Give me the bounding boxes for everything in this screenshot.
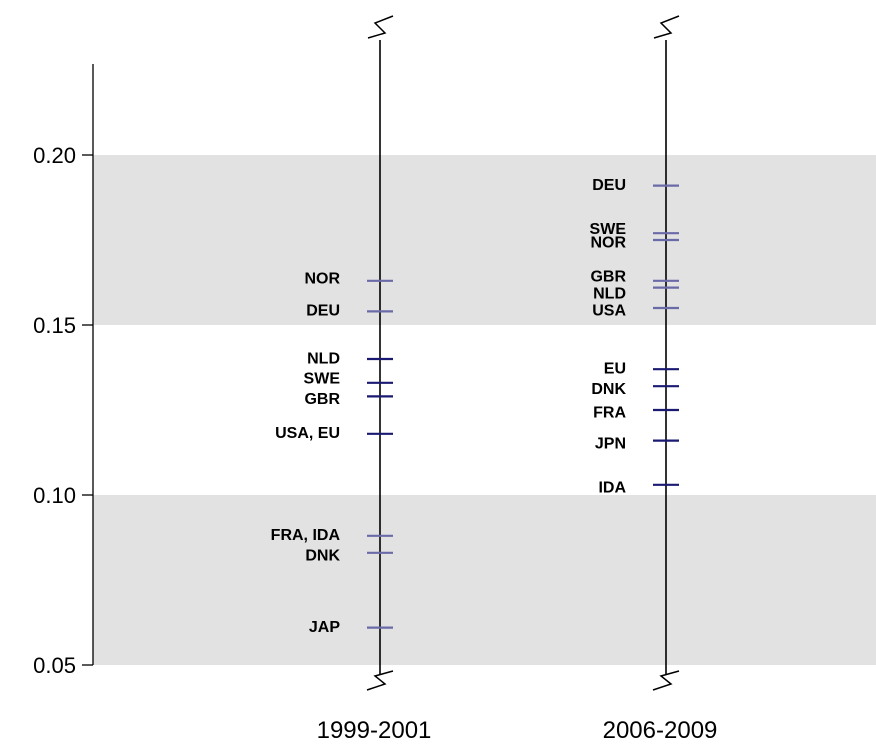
country-label: JAP [309,619,340,636]
axis-break-bottom [652,670,680,691]
axis-break-top [367,15,394,39]
country-label: DNK [305,548,340,565]
axis-break-bottom [366,670,394,691]
y-tick-label: 0.05 [33,653,76,678]
country-label: DEU [306,303,340,320]
period-label: 1999-2001 [317,717,432,744]
country-label: NOR [590,235,626,252]
country-label: DNK [591,381,626,398]
axis-break-top [653,15,680,39]
period-column-1999-2001: NOR DEU NLD SWE GBR USA, EU FRA, IDA DNK JAP 1999… [271,15,432,744]
shaded-band-1 [93,155,876,325]
country-label: DEU [592,177,626,194]
y-axis-ticks: 0.05 0.10 0.15 0.20 [33,143,93,678]
y-tick-label: 0.10 [33,483,76,508]
y-tick-label: 0.15 [33,313,76,338]
country-label: NLD [593,286,626,303]
country-label: GBR [304,391,340,408]
country-label: USA [592,303,626,320]
shaded-bands [93,155,876,665]
y-tick-label: 0.20 [33,143,76,168]
country-label: EU [604,361,626,378]
country-label: USA, EU [275,425,340,442]
country-label: FRA [593,405,626,422]
country-label: SWE [590,221,627,238]
country-label: IDA [598,480,626,497]
country-label: FRA, IDA [271,527,341,544]
period-label: 2006-2009 [603,717,718,744]
country-label: SWE [304,371,341,388]
country-label: NLD [307,350,340,367]
country-label: JPN [595,435,626,452]
period-columns: NOR DEU NLD SWE GBR USA, EU FRA, IDA DNK JAP 1999… [271,15,718,744]
shaded-band-0 [93,495,876,665]
country-label: NOR [304,270,340,287]
country-label: GBR [590,269,626,286]
